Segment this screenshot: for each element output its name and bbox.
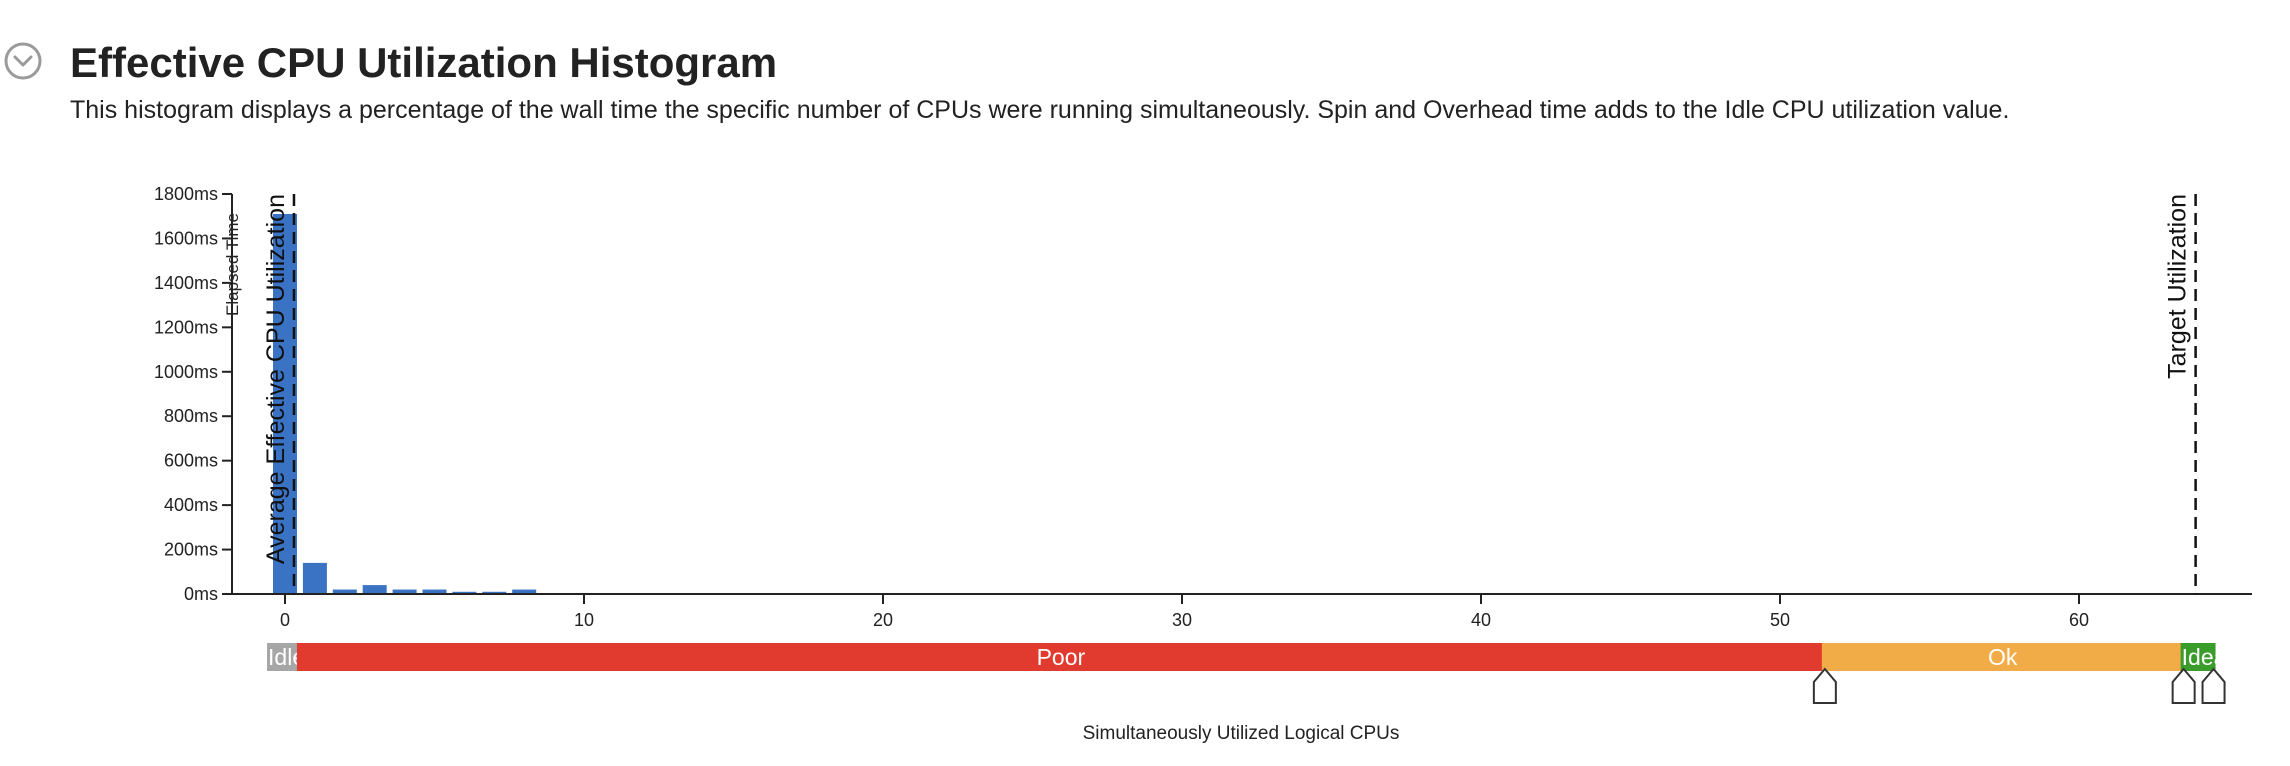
- histogram-bar: [302, 562, 327, 594]
- x-axis-label: Simultaneously Utilized Logical CPUs: [1083, 723, 1400, 744]
- range-poor-label: Poor: [1037, 644, 1086, 670]
- section-description: This histogram displays a percentage of …: [70, 96, 2010, 124]
- range-idle-label: Idle: [268, 644, 305, 670]
- range-poor: [296, 643, 1825, 671]
- y-tick-label: 1000ms: [154, 362, 218, 382]
- y-tick-label: 1800ms: [154, 184, 218, 204]
- histogram-bar: [452, 591, 477, 594]
- histogram-bar: [482, 591, 507, 594]
- y-tick-label: 600ms: [164, 451, 218, 471]
- y-tick-label: 1600ms: [154, 228, 218, 248]
- histogram-bar: [332, 589, 357, 594]
- section-title: Effective CPU Utilization Histogram: [70, 39, 778, 86]
- x-tick-label: 50: [1770, 610, 1790, 630]
- y-tick-label: 400ms: [164, 495, 218, 515]
- range-ideal-label: Ideal: [2182, 644, 2232, 670]
- x-tick-label: 0: [280, 610, 290, 630]
- section-header: Effective CPU Utilization Histogram This…: [0, 38, 2290, 138]
- x-tick-label: 60: [2069, 610, 2089, 630]
- histogram-bar: [362, 585, 387, 594]
- range-idle: [267, 643, 300, 671]
- range-ideal: [2180, 643, 2216, 671]
- y-tick-label: 800ms: [164, 406, 218, 426]
- range-ok: [1821, 643, 2184, 671]
- histogram-bar: [512, 589, 537, 594]
- average-label: Average Effective CPU Utilization: [262, 194, 290, 564]
- range-handle[interactable]: [2171, 667, 2196, 704]
- histogram-bar: [392, 589, 417, 594]
- x-tick-label: 20: [873, 610, 893, 630]
- x-tick-label: 30: [1172, 610, 1192, 630]
- range-handle[interactable]: [1812, 667, 1837, 704]
- y-tick-label: 1200ms: [154, 317, 218, 337]
- y-tick-label: 200ms: [164, 540, 218, 560]
- y-tick-label: 0ms: [184, 584, 218, 604]
- y-tick-label: 1400ms: [154, 273, 218, 293]
- range-handle[interactable]: [2201, 667, 2226, 704]
- histogram-bar: [422, 589, 447, 594]
- chevron-down-circle-icon[interactable]: [3, 41, 43, 81]
- x-tick-label: 40: [1471, 610, 1491, 630]
- y-axis-label: Elapsed Time: [223, 213, 242, 316]
- x-tick-label: 10: [574, 610, 594, 630]
- target-label: Target Utilization: [2164, 194, 2192, 379]
- range-ok-label: Ok: [1988, 644, 2018, 670]
